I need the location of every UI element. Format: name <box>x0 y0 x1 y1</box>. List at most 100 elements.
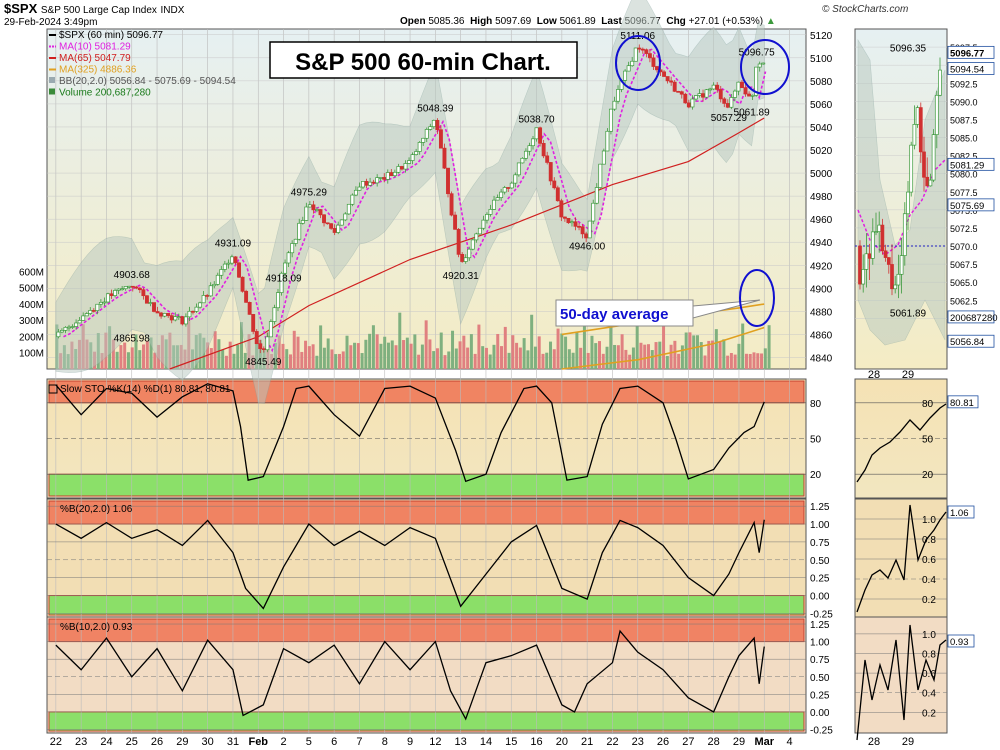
volume-bar <box>605 346 609 369</box>
volume-bar <box>507 352 511 369</box>
volume-bar <box>409 343 413 369</box>
volume-bar <box>228 341 232 369</box>
candle-body <box>84 313 89 317</box>
zoom-candle-body <box>870 231 875 259</box>
pctb20-y-tick: 0.50 <box>810 556 830 567</box>
candle-body <box>718 89 723 100</box>
zoom-y-tick: 5062.5 <box>950 296 978 306</box>
candle-body <box>59 330 64 333</box>
zoom-candle-body <box>896 273 901 286</box>
change-arrow-icon: ▲ <box>765 16 776 27</box>
candle-body <box>276 292 280 309</box>
candle-body <box>254 331 259 345</box>
candle-body <box>463 257 468 262</box>
volume-bar <box>307 346 311 369</box>
x-tick-label: 20 <box>556 736 568 748</box>
candle-body <box>81 315 86 321</box>
volume-bar <box>115 351 119 369</box>
zoom-candle-body <box>922 151 926 178</box>
candle-body <box>495 197 500 201</box>
candle-body <box>545 155 550 163</box>
volume-bar <box>462 335 466 369</box>
pctb10-y-tick: -0.25 <box>810 725 833 736</box>
x-tick-label: 14 <box>480 736 492 748</box>
volume-bar <box>375 334 379 369</box>
legend-swatch <box>49 77 55 83</box>
ma65-line <box>169 117 765 370</box>
volume-bar <box>515 342 519 369</box>
zoom-x-label: 29 <box>902 369 914 381</box>
zoom-sto-badge-text: 80.81 <box>950 398 974 409</box>
zoom-y-tick: 5072.5 <box>950 224 978 234</box>
pctb20-oversold-zone <box>48 595 805 616</box>
x-tick-label: 7 <box>356 736 362 748</box>
zoom-candle-body <box>861 269 866 285</box>
candle-body <box>573 221 578 227</box>
x-tick-label: 22 <box>606 736 618 748</box>
candle-body <box>353 189 358 196</box>
candle-body <box>137 287 142 291</box>
candle-body <box>322 214 326 224</box>
candle-body <box>371 181 376 184</box>
volume-bar <box>760 353 764 369</box>
candle-body <box>410 154 415 161</box>
candle-body <box>191 310 195 313</box>
price-y-tick: 4940 <box>810 238 833 249</box>
pctb10-oversold-zone <box>48 711 805 732</box>
annotation-title-box <box>269 41 578 79</box>
x-tick-label: 13 <box>455 736 467 748</box>
candle-body <box>761 62 766 65</box>
chart-symbol: $SPX S&P 500 Large Cap Index INDX <box>4 1 184 16</box>
volume-bar <box>579 347 583 369</box>
zoom-sto-y-tick: 80 <box>922 399 934 410</box>
volume-bar <box>424 320 428 369</box>
zoom-y-tick: 5067.5 <box>950 260 978 270</box>
candle-body <box>513 174 518 184</box>
candle-body <box>679 91 684 95</box>
highlight-circle <box>739 269 775 327</box>
volume-bar <box>292 330 296 369</box>
volume-bar <box>153 352 157 369</box>
candle-body <box>148 302 153 304</box>
zoom-candle-body <box>867 253 872 259</box>
zoom-x-label: 28 <box>868 736 880 748</box>
candle-body <box>605 130 610 152</box>
candle-body <box>201 295 206 304</box>
volume-axis-label: 100M <box>19 349 44 360</box>
volume-bar <box>714 329 718 369</box>
zoom-pctb10-y-tick: 0.6 <box>922 669 936 680</box>
volume-bar <box>477 324 481 369</box>
candle-body <box>343 213 348 221</box>
volume-bar <box>236 344 240 369</box>
candle-body <box>130 285 135 288</box>
volume-bar <box>417 354 421 369</box>
volume-bar <box>353 342 357 369</box>
zoom-pctb10-y-tick: 0.8 <box>922 650 936 661</box>
candle-body <box>722 98 727 104</box>
volume-bar <box>729 352 733 369</box>
candle-body <box>598 163 603 188</box>
volume-bar <box>526 350 530 369</box>
candle-body <box>477 227 482 235</box>
zoom-value-badge <box>947 198 995 212</box>
zoom-value-badge-text: 5094.54 <box>950 64 984 75</box>
x-tick-label: 12 <box>429 736 441 748</box>
x-tick-label: 23 <box>632 736 644 748</box>
candle-body <box>509 182 514 189</box>
candle-body <box>56 331 61 338</box>
volume-bar <box>680 345 684 369</box>
volume-bar <box>428 339 432 369</box>
candle-body <box>481 219 486 229</box>
zoom-pctb20-badge-text: 1.06 <box>950 508 969 519</box>
candle-body <box>63 326 68 331</box>
volume-bar <box>285 349 289 369</box>
volume-bar <box>149 337 153 369</box>
volume-bar <box>304 340 308 369</box>
candle-body <box>134 286 139 289</box>
candle-body <box>531 138 535 147</box>
zoom-candle-body <box>912 124 917 146</box>
volume-bar <box>142 344 146 369</box>
price-label: 4918.09 <box>265 273 302 284</box>
price-y-tick: 4980 <box>810 192 833 203</box>
